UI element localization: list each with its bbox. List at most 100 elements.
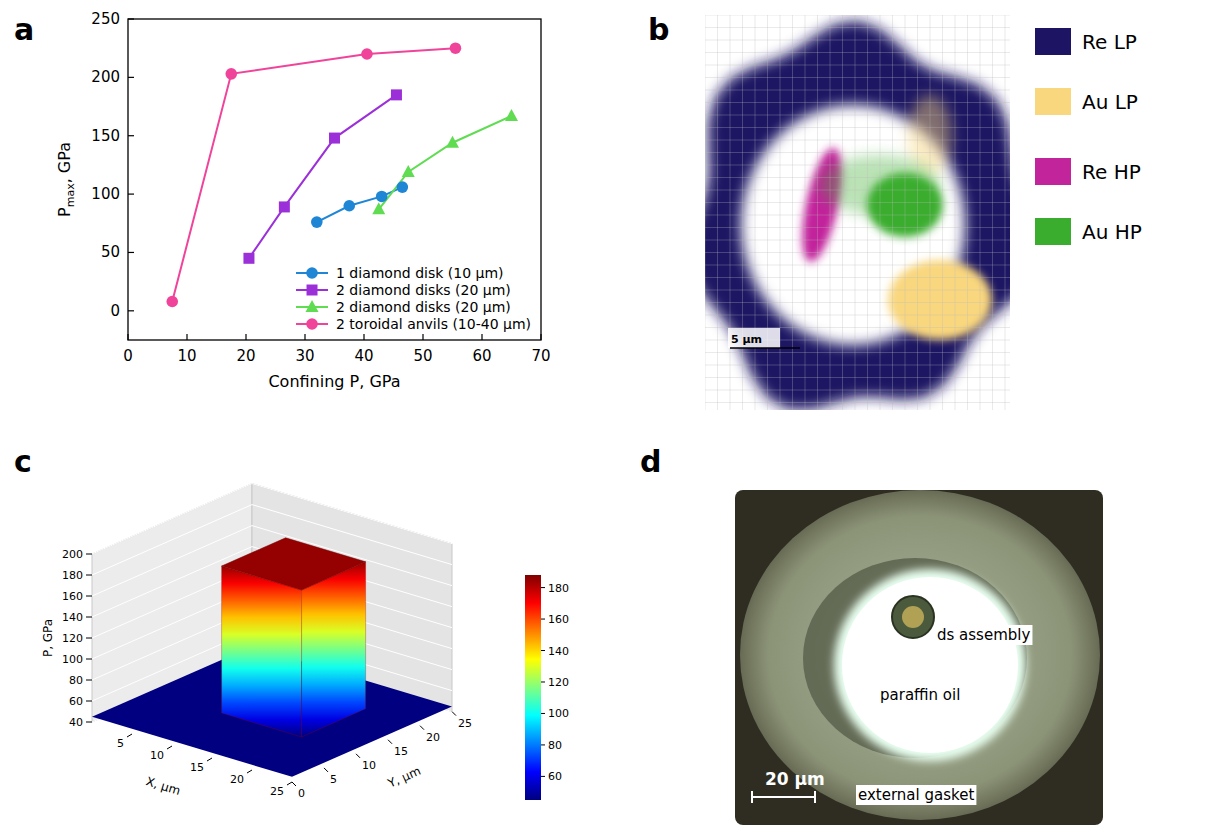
z-tick	[86, 575, 92, 576]
y-tick-label: 150	[91, 127, 120, 145]
map-grid	[905, 15, 906, 410]
data-point	[446, 136, 459, 148]
map-legend-swatch	[1035, 88, 1071, 115]
data-point	[450, 42, 462, 54]
data-point	[166, 296, 178, 308]
x-tick	[127, 334, 128, 340]
colorbar-tick	[541, 650, 545, 651]
colorbar-tick-label: 100	[548, 707, 569, 720]
paraffin-oil	[842, 577, 1018, 753]
y-tick-label: 0	[298, 787, 305, 800]
x-tick	[287, 782, 292, 785]
y-tick	[128, 135, 134, 136]
panel-a: 050100150200250010203040506070Confining …	[55, 10, 551, 391]
map-grid	[705, 390, 1010, 391]
map-grid	[755, 15, 756, 410]
map-grid	[705, 190, 1010, 191]
z-tick	[86, 680, 92, 681]
map-grid	[705, 352, 1010, 353]
y-tick-label: 5	[330, 773, 337, 786]
map-grid	[705, 265, 1010, 266]
au-lp-region	[888, 260, 992, 340]
photo-label: ds assembly	[937, 626, 1030, 644]
panel-d: ds assemblyparaffin oilexternal gasket20…	[735, 490, 1103, 825]
panel-letter: c	[14, 444, 32, 479]
map-grid	[705, 327, 1010, 328]
z-tick-label: 120	[62, 632, 83, 645]
data-point	[243, 253, 254, 264]
map-grid	[705, 15, 1010, 16]
data-point	[311, 216, 323, 228]
plateau-top	[222, 538, 366, 590]
map-grid	[705, 102, 1010, 103]
y-tick-label: 0	[110, 302, 120, 320]
x-tick-label: 15	[190, 761, 204, 774]
panel-c: 406080100120140160180200P, GPa510152025X…	[41, 484, 569, 800]
z-tick-label: 40	[69, 716, 83, 729]
map-grid	[880, 15, 881, 410]
ds-assembly	[892, 596, 934, 638]
hole-glow	[834, 569, 1026, 761]
ds-assembly-core	[902, 606, 924, 628]
colorbar-tick-label: 80	[548, 739, 562, 752]
colorbar-tick-label: 120	[548, 676, 569, 689]
map-grid	[705, 115, 1010, 116]
map-legend-swatch	[1035, 158, 1071, 185]
colorbar-tick	[541, 619, 545, 620]
x-tick-label: 30	[295, 347, 314, 365]
map-grid	[705, 215, 1010, 216]
data-point	[397, 181, 409, 193]
z-tick-label: 180	[62, 569, 83, 582]
y-tick	[420, 726, 424, 730]
z-tick	[86, 617, 92, 618]
colorbar-tick-label: 160	[548, 613, 569, 626]
re-lp-region	[705, 21, 1010, 409]
data-point	[505, 109, 518, 121]
map-grid	[1005, 15, 1006, 410]
map-grid	[705, 15, 706, 410]
y-tick	[128, 310, 134, 311]
map-grid	[867, 15, 868, 410]
z-tick	[86, 701, 92, 702]
map-grid	[705, 252, 1010, 253]
map-grid	[805, 15, 806, 410]
y-tick-label: 15	[394, 745, 408, 758]
y-tick-label: 10	[362, 759, 376, 772]
map-grid	[705, 377, 1010, 378]
y-tick	[452, 712, 456, 716]
panel-letter: d	[640, 444, 661, 479]
map-grid	[705, 315, 1010, 316]
z-tick-label: 80	[69, 674, 83, 687]
map-grid	[942, 15, 943, 410]
map-grid	[705, 27, 1010, 28]
map-legend-swatch	[1035, 28, 1071, 55]
map-grid	[967, 15, 968, 410]
map-grid	[780, 15, 781, 410]
panel-letter: a	[14, 12, 34, 47]
figure: abcd050100150200250010203040506070Confin…	[0, 0, 1225, 830]
x-tick	[540, 334, 541, 340]
panel-b: 5 μmRe LPAu LPRe HPAu HP	[689, 15, 1142, 410]
legend-marker	[306, 318, 318, 330]
map-grid	[705, 202, 1010, 203]
photo-label: external gasket	[858, 786, 974, 804]
map-grid	[705, 127, 1010, 128]
data-point	[376, 191, 388, 203]
y-tick	[292, 782, 296, 786]
legend-label: 2 diamond disks (20 μm)	[336, 282, 511, 298]
map-grid	[705, 402, 1010, 403]
colorbar	[525, 575, 541, 800]
z-tick-label: 140	[62, 611, 83, 624]
x-tick	[167, 746, 172, 749]
x-tick-label: 10	[177, 347, 196, 365]
y-title-part: , GPa	[55, 142, 74, 183]
plot-frame	[128, 19, 541, 340]
map-grid	[705, 40, 1010, 41]
map-grid	[705, 365, 1010, 366]
map-grid	[717, 15, 718, 410]
series-line	[317, 187, 403, 222]
y-tick-label: 50	[101, 243, 120, 261]
y-axis-title: Y, μm	[385, 764, 423, 791]
legend-label: 1 diamond disk (10 μm)	[336, 265, 504, 281]
map-grid	[705, 77, 1010, 78]
